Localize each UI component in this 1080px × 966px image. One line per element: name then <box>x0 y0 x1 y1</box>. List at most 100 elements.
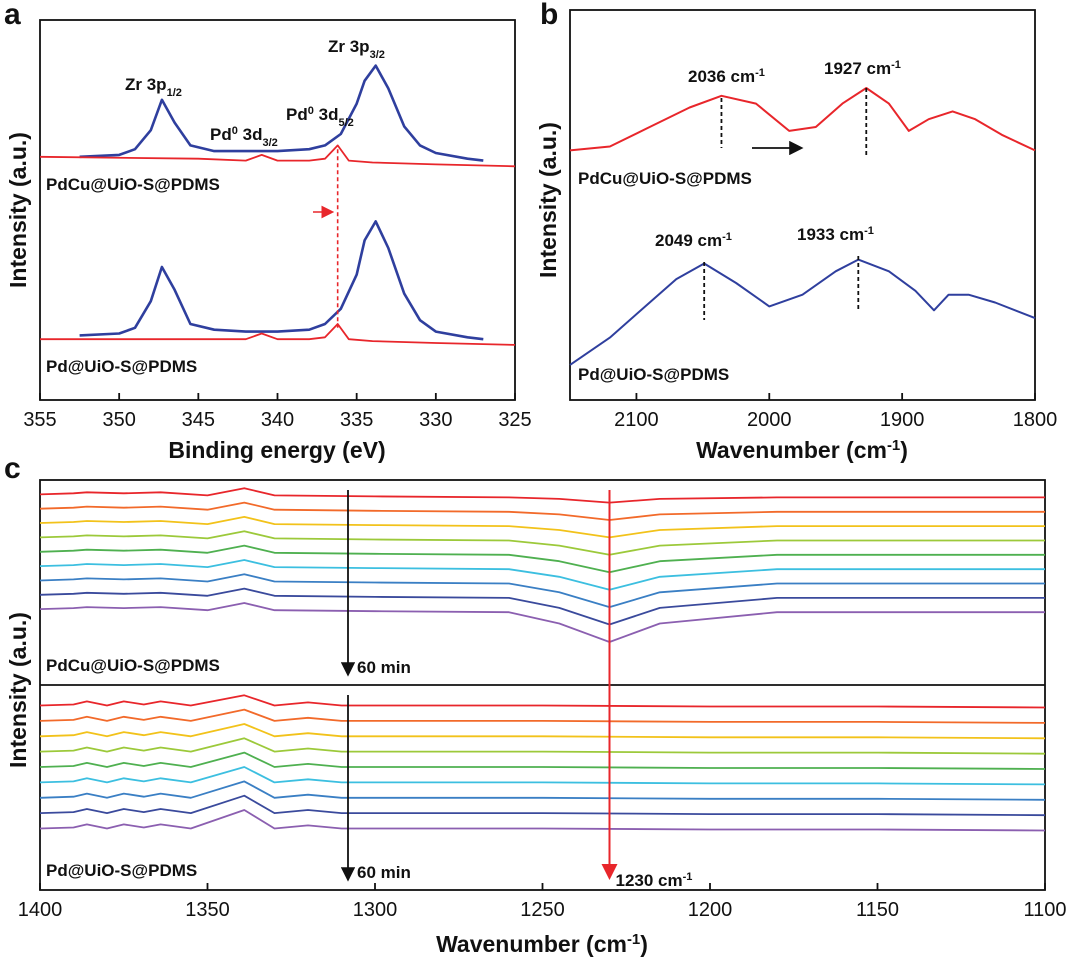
x-tick-label: 2100 <box>614 409 659 431</box>
annotation-part: -1 <box>864 225 874 237</box>
annotation-part: 2049 cm <box>655 231 722 250</box>
spectrum-line <box>39 487 1045 504</box>
panel-letter: a <box>4 0 21 31</box>
spectrum-line <box>39 723 1046 740</box>
annotation-part: 2036 cm <box>688 67 755 86</box>
x-axis-label: Binding energy (eV) <box>168 437 385 463</box>
annotation-part: Zr 3p <box>328 37 370 56</box>
spectrum-line <box>39 708 1046 724</box>
annotation: Pd@UiO-S@PDMS <box>578 365 729 384</box>
y-axis-label: Intensity (a.u.) <box>5 612 31 768</box>
x-axis-label-part: ) <box>640 931 648 957</box>
spectrum-line <box>79 64 484 162</box>
x-axis-label-part: -1 <box>627 931 640 948</box>
x-tick-label: 335 <box>340 409 373 431</box>
spectrum-line <box>39 587 1045 626</box>
spectrum-line <box>39 694 1046 709</box>
x-tick-label: 355 <box>23 409 56 431</box>
time-label: 60 min <box>357 863 411 882</box>
annotation-part: Pd@UiO-S@PDMS <box>578 365 729 384</box>
group-label: Pd@UiO-S@PDMS <box>46 861 197 880</box>
panel-letter: b <box>540 0 558 31</box>
spectrum-line <box>39 544 1045 574</box>
x-axis-label-part: Binding energy (eV) <box>168 437 385 463</box>
annotation-part: Pd <box>210 125 232 144</box>
x-axis-label-part: ) <box>900 437 908 463</box>
spectrum-line <box>39 780 1046 801</box>
annotation: Zr 3p1/2 <box>125 75 182 99</box>
spectrum-line <box>569 258 1036 366</box>
x-axis-label-part: -1 <box>887 437 900 454</box>
x-axis-label-part: Wavenumber (cm <box>696 437 887 463</box>
x-tick-label: 1250 <box>520 899 565 921</box>
x-tick-label: 1150 <box>856 899 899 921</box>
spectrum-line <box>39 559 1045 591</box>
x-tick-label: 345 <box>182 409 215 431</box>
spectrum-line <box>569 87 1036 152</box>
annotation-part: 5/2 <box>338 117 353 129</box>
spectrum-line <box>40 323 516 346</box>
x-tick-label: 1900 <box>880 409 925 431</box>
annotation-part: PdCu@UiO-S@PDMS <box>46 175 220 194</box>
spectrum-line <box>39 809 1046 832</box>
x-axis-label: Wavenumber (cm-1) <box>696 437 908 464</box>
spectrum-line <box>39 737 1046 755</box>
annotation-part: 1933 cm <box>797 225 864 244</box>
y-axis-label: Intensity (a.u.) <box>5 132 31 288</box>
annotation-part: -1 <box>891 59 901 71</box>
marker-label: 1230 cm-1 <box>616 871 693 890</box>
spectrum-line <box>39 530 1045 556</box>
spectrum-line <box>39 501 1045 521</box>
annotation: 1933 cm-1 <box>797 225 874 244</box>
annotation-part: -1 <box>755 67 765 79</box>
annotation-part: PdCu@UiO-S@PDMS <box>578 169 752 188</box>
spectrum-line <box>79 220 484 341</box>
annotation-part: 1/2 <box>167 87 182 99</box>
x-tick-label: 325 <box>498 409 531 431</box>
x-tick-label: 2000 <box>747 409 792 431</box>
annotation-part: Zr 3p <box>125 75 167 94</box>
annotation-part: 3/2 <box>370 49 385 61</box>
annotation-part: 0 <box>308 105 314 117</box>
x-tick-label: 1100 <box>1023 899 1066 921</box>
time-label: 60 min <box>357 658 411 677</box>
spectrum-line <box>39 602 1045 643</box>
annotation-part: Pd@UiO-S@PDMS <box>46 357 197 376</box>
marker-label-part: 1230 cm <box>616 871 683 890</box>
annotation: 2049 cm-1 <box>655 231 732 250</box>
plot-frame <box>569 9 1036 401</box>
spectrum-line <box>39 751 1046 770</box>
group-label: PdCu@UiO-S@PDMS <box>46 656 220 675</box>
spectrum-line <box>39 794 1046 817</box>
annotation-part: 3/2 <box>262 137 277 149</box>
annotation: PdCu@UiO-S@PDMS <box>46 175 220 194</box>
x-axis-label-part: Wavenumber (cm <box>436 931 627 957</box>
annotation-part: 0 <box>232 125 238 137</box>
annotation: 2036 cm-1 <box>688 67 765 86</box>
annotation-part: 3d <box>238 125 263 144</box>
x-tick-label: 1400 <box>18 899 63 921</box>
x-axis-label: Wavenumber (cm-1) <box>436 931 648 958</box>
annotation: Zr 3p3/2 <box>328 37 385 61</box>
panel-letter: c <box>4 452 21 485</box>
annotation: 1927 cm-1 <box>824 59 901 78</box>
annotation-part: 3d <box>314 105 339 124</box>
x-tick-label: 340 <box>261 409 294 431</box>
annotation: Pd@UiO-S@PDMS <box>46 357 197 376</box>
annotation: PdCu@UiO-S@PDMS <box>578 169 752 188</box>
annotation: Pd0 3d3/2 <box>210 125 278 149</box>
x-tick-label: 1800 <box>1013 409 1058 431</box>
x-tick-label: 350 <box>102 409 135 431</box>
x-tick-label: 330 <box>419 409 452 431</box>
annotation: Pd0 3d5/2 <box>286 105 354 129</box>
x-tick-label: 1200 <box>688 899 733 921</box>
marker-label-part: -1 <box>683 871 693 883</box>
annotation-part: 1927 cm <box>824 59 891 78</box>
annotation-part: Pd <box>286 105 308 124</box>
y-axis-label: Intensity (a.u.) <box>535 122 561 278</box>
x-tick-label: 1350 <box>185 899 230 921</box>
spectrum-line <box>39 573 1045 608</box>
spectrum-line <box>39 766 1046 786</box>
